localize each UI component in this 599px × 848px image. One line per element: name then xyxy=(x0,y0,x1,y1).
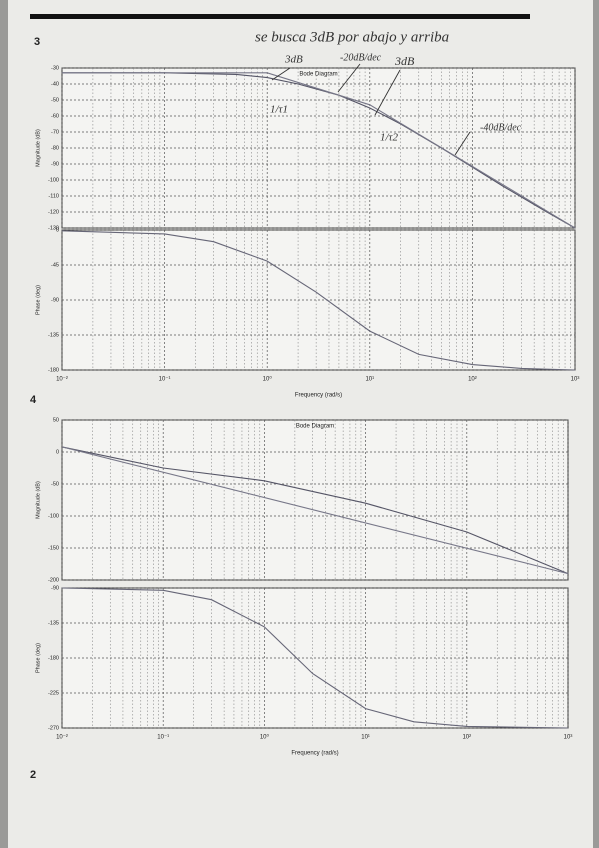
x-tick-label: 10⁰ xyxy=(260,734,270,741)
y-tick-label: -90 xyxy=(51,585,59,591)
chart-title: Bode Diagram xyxy=(299,72,337,78)
handwritten-note: -40dB/dec xyxy=(480,122,522,133)
series-line xyxy=(61,587,569,729)
y-tick-label: -180 xyxy=(48,367,59,373)
page-number: 2 xyxy=(30,769,36,781)
y-tick-label: 0 xyxy=(56,449,59,455)
x-tick-label: 10² xyxy=(462,735,471,741)
y-tick-label: -135 xyxy=(48,620,59,626)
handwritten-note: -20dB/dec xyxy=(340,52,382,63)
x-axis-label: Frequency (rad/s) xyxy=(295,393,342,399)
top-bar xyxy=(30,14,530,19)
series-line xyxy=(62,72,576,229)
y-tick-label: -100 xyxy=(48,177,59,183)
y-tick-label: -80 xyxy=(51,145,59,151)
handwritten-note: 3dB xyxy=(394,54,415,68)
x-tick-label: 10⁻¹ xyxy=(159,377,171,383)
series-line xyxy=(61,446,569,575)
x-tick-label: 10⁰ xyxy=(263,376,273,383)
y-tick-label: -70 xyxy=(51,129,59,135)
series-line xyxy=(61,446,569,575)
x-tick-label: 10⁻² xyxy=(56,735,68,741)
plot-area xyxy=(61,419,569,581)
y-tick-label: -225 xyxy=(48,690,59,696)
y-axis-label: Magnitude (dB) xyxy=(35,481,41,519)
y-axis-label: Phase (deg) xyxy=(35,643,41,673)
series-line xyxy=(61,230,576,371)
handwritten-note: 1/τ1 xyxy=(270,104,288,116)
annotation-arrow xyxy=(454,131,471,156)
y-tick-label: -180 xyxy=(48,655,59,661)
annotation-arrow xyxy=(271,67,291,81)
y-axis-label: Phase (deg) xyxy=(35,285,41,315)
y-tick-label: -60 xyxy=(51,113,59,119)
x-tick-label: 10⁻² xyxy=(56,377,68,383)
y-tick-label: -120 xyxy=(48,209,59,215)
y-tick-label: -30 xyxy=(51,65,59,71)
x-tick-label: 10¹ xyxy=(365,377,374,383)
page-number: 4 xyxy=(30,394,37,406)
y-tick-label: -40 xyxy=(51,81,59,87)
annotation-arrow xyxy=(374,69,401,116)
chart-title: Bode Diagram xyxy=(296,424,334,430)
x-tick-label: 10¹ xyxy=(361,735,370,741)
y-tick-label: -110 xyxy=(48,193,59,199)
x-tick-label: 10³ xyxy=(564,735,573,741)
y-tick-label: 50 xyxy=(53,417,59,423)
y-tick-label: 0 xyxy=(56,227,59,233)
y-axis-label: Magnitude (dB) xyxy=(35,129,41,167)
y-tick-label: -270 xyxy=(48,725,59,731)
annotation-arrow xyxy=(337,63,361,93)
y-tick-label: -50 xyxy=(51,97,59,103)
y-tick-label: -130 xyxy=(48,225,59,231)
y-tick-label: -150 xyxy=(48,545,59,551)
y-tick-label: -200 xyxy=(48,577,59,583)
y-tick-label: -50 xyxy=(51,481,59,487)
x-axis-label: Frequency (rad/s) xyxy=(291,751,338,757)
y-tick-label: -135 xyxy=(48,332,59,338)
y-tick-label: -90 xyxy=(51,161,59,167)
handwritten-note: se busca 3dB por abajo y arriba xyxy=(255,29,449,45)
x-tick-label: 10⁻¹ xyxy=(157,735,169,741)
page-number: 3 xyxy=(34,36,40,48)
x-tick-label: 10³ xyxy=(571,377,580,383)
handwritten-note: 1/τ2 xyxy=(380,132,398,144)
series-line xyxy=(62,72,576,229)
y-tick-label: -100 xyxy=(48,513,59,519)
x-tick-label: 10² xyxy=(468,377,477,383)
y-tick-label: -90 xyxy=(51,297,59,303)
handwritten-note: 3dB xyxy=(284,54,303,66)
y-tick-label: -45 xyxy=(51,262,59,268)
